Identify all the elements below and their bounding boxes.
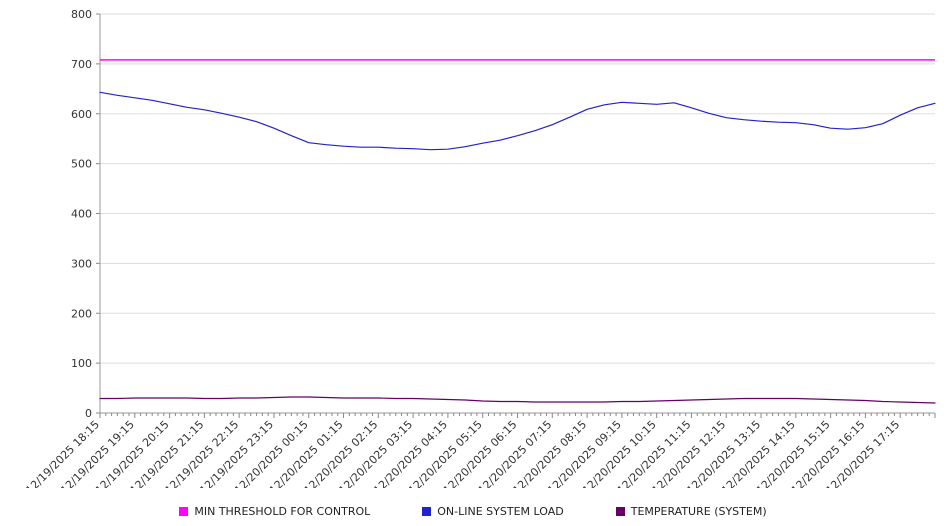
- legend-swatch-temperature: [615, 507, 625, 516]
- svg-text:400: 400: [71, 208, 92, 221]
- svg-text:500: 500: [71, 158, 92, 171]
- legend-item-temperature: TEMPERATURE (SYSTEM): [615, 505, 767, 518]
- legend-swatch-system-load: [422, 507, 432, 516]
- svg-text:700: 700: [71, 58, 92, 71]
- svg-text:0: 0: [85, 407, 92, 420]
- svg-text:600: 600: [71, 108, 92, 121]
- svg-text:12/19/2025 18:15: 12/19/2025 18:15: [23, 418, 102, 488]
- svg-text:300: 300: [71, 257, 92, 270]
- legend-label-temperature: TEMPERATURE (SYSTEM): [630, 505, 767, 518]
- svg-text:200: 200: [71, 307, 92, 320]
- legend-swatch-min-threshold: [179, 507, 189, 516]
- svg-text:100: 100: [71, 357, 92, 370]
- legend-item-system-load: ON-LINE SYSTEM LOAD: [422, 505, 564, 518]
- legend-item-min-threshold: MIN THRESHOLD FOR CONTROL: [179, 505, 370, 518]
- chart-legend: MIN THRESHOLD FOR CONTROL ON-LINE SYSTEM…: [0, 505, 946, 518]
- svg-text:800: 800: [71, 8, 92, 21]
- chart-svg: 0 100 200 300 400 500 600 700 800 12/19/2025 18:1…: [23, 8, 936, 497]
- legend-label-system-load: ON-LINE SYSTEM LOAD: [437, 505, 564, 518]
- legend-label-min-threshold: MIN THRESHOLD FOR CONTROL: [194, 505, 371, 518]
